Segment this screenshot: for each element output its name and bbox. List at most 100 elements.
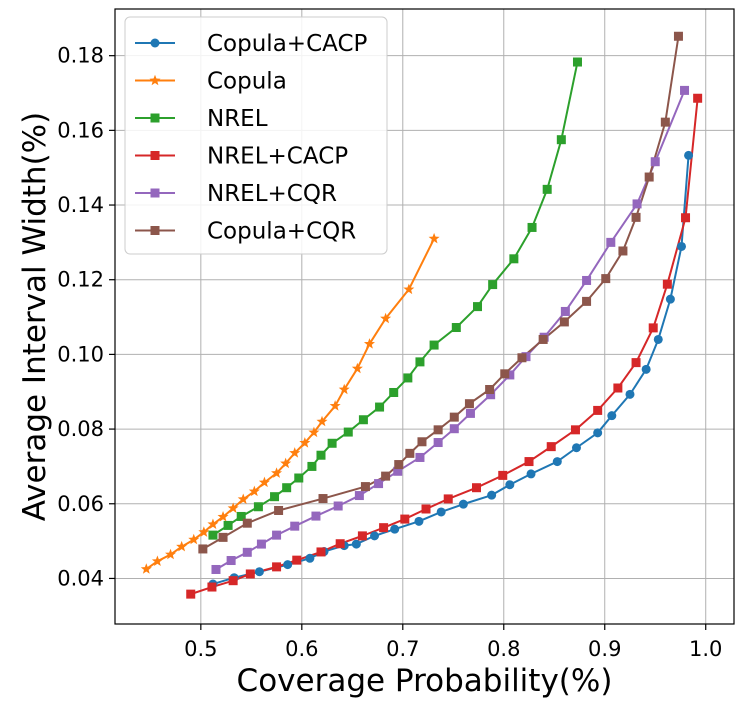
data-point [360,482,370,492]
data-point [207,518,219,529]
data-point [487,490,497,500]
legend-label: NREL+CACP [207,144,348,170]
data-point [271,467,283,478]
data-point [335,539,345,549]
data-point [272,530,282,540]
legend-label: Copula [207,69,287,95]
data-point [292,555,302,565]
data-point [253,502,263,512]
data-point [176,540,188,552]
data-point [556,135,566,145]
y-tick-label: 0.12 [57,268,104,292]
data-point [305,553,315,563]
data-point [242,518,252,528]
data-point [228,576,238,586]
data-point [165,548,177,560]
data-point [299,437,311,448]
data-point [227,502,239,513]
data-point [684,150,694,160]
x-tick-label: 1.0 [689,637,722,661]
data-point [572,57,582,67]
axis-ticks [109,55,707,630]
data-point [242,547,252,557]
data-point [318,494,328,504]
data-point [316,450,326,460]
data-point [653,334,663,344]
data-point [681,213,691,223]
legend-marker [150,38,160,48]
data-point [570,425,580,435]
data-point [380,312,392,324]
data-point [258,476,270,488]
data-point [211,564,221,574]
y-tick-label: 0.10 [57,342,104,366]
data-point [217,511,229,522]
tick-labels: 0.5 0.6 0.7 0.8 0.9 1.0 0.04 0.06 0.08 0.10 0.12 0.… [57,44,722,661]
data-point [509,254,519,264]
data-point [226,556,236,566]
legend-marker [150,188,160,198]
data-point [559,317,569,327]
data-point [151,555,163,566]
data-point [500,369,510,379]
data-point [593,428,603,438]
data-point [527,222,537,232]
data-point [311,511,321,521]
legend-marker [150,151,160,160]
data-point [650,157,660,167]
data-point [505,480,515,490]
data-point [631,358,641,368]
data-point [290,521,300,531]
data-point [358,415,368,425]
data-point [429,340,439,350]
data-point [390,524,400,534]
series-markers-copula-cqr [198,31,683,554]
y-tick-label: 0.16 [57,118,104,142]
data-point [613,383,623,393]
x-axis-title: Coverage Probability(%) [237,663,613,699]
data-point [308,426,320,438]
data-point [329,400,341,411]
data-point [357,531,367,541]
plot-frame [114,8,735,625]
data-point [593,405,603,415]
data-point [526,469,536,479]
data-point [316,547,326,557]
data-point [256,539,266,549]
data-point [538,334,548,344]
data-point [648,323,658,333]
series-markers-nrel [208,57,582,540]
data-point [381,471,391,481]
data-point [237,493,249,504]
legend-label: Copula+CQR [207,219,356,245]
data-point [451,323,461,333]
data-point [517,353,527,363]
y-tick-label: 0.14 [57,193,104,217]
data-point [601,274,611,284]
data-point [354,491,364,501]
x-tick-label: 0.9 [588,637,621,661]
y-tick-label: 0.06 [57,492,104,516]
data-point [631,212,641,222]
data-point [316,415,328,427]
y-tick-label: 0.08 [57,417,104,441]
data-point [289,447,301,458]
legend-label: NREL+CQR [207,181,337,207]
data-point [393,466,403,476]
data-point [405,448,415,458]
legend-marker [150,113,160,123]
data-point [560,306,570,316]
data-point [351,539,361,549]
data-point [208,530,218,540]
series-markers-copula [140,232,440,574]
data-point [370,531,380,541]
data-point [676,241,686,251]
x-tick-label: 0.7 [386,637,419,661]
data-point [343,427,353,437]
x-tick-label: 0.6 [285,637,318,661]
data-point [198,526,210,537]
data-point [436,507,446,517]
data-point [198,544,208,554]
data-point [394,460,404,470]
data-point [415,452,425,462]
